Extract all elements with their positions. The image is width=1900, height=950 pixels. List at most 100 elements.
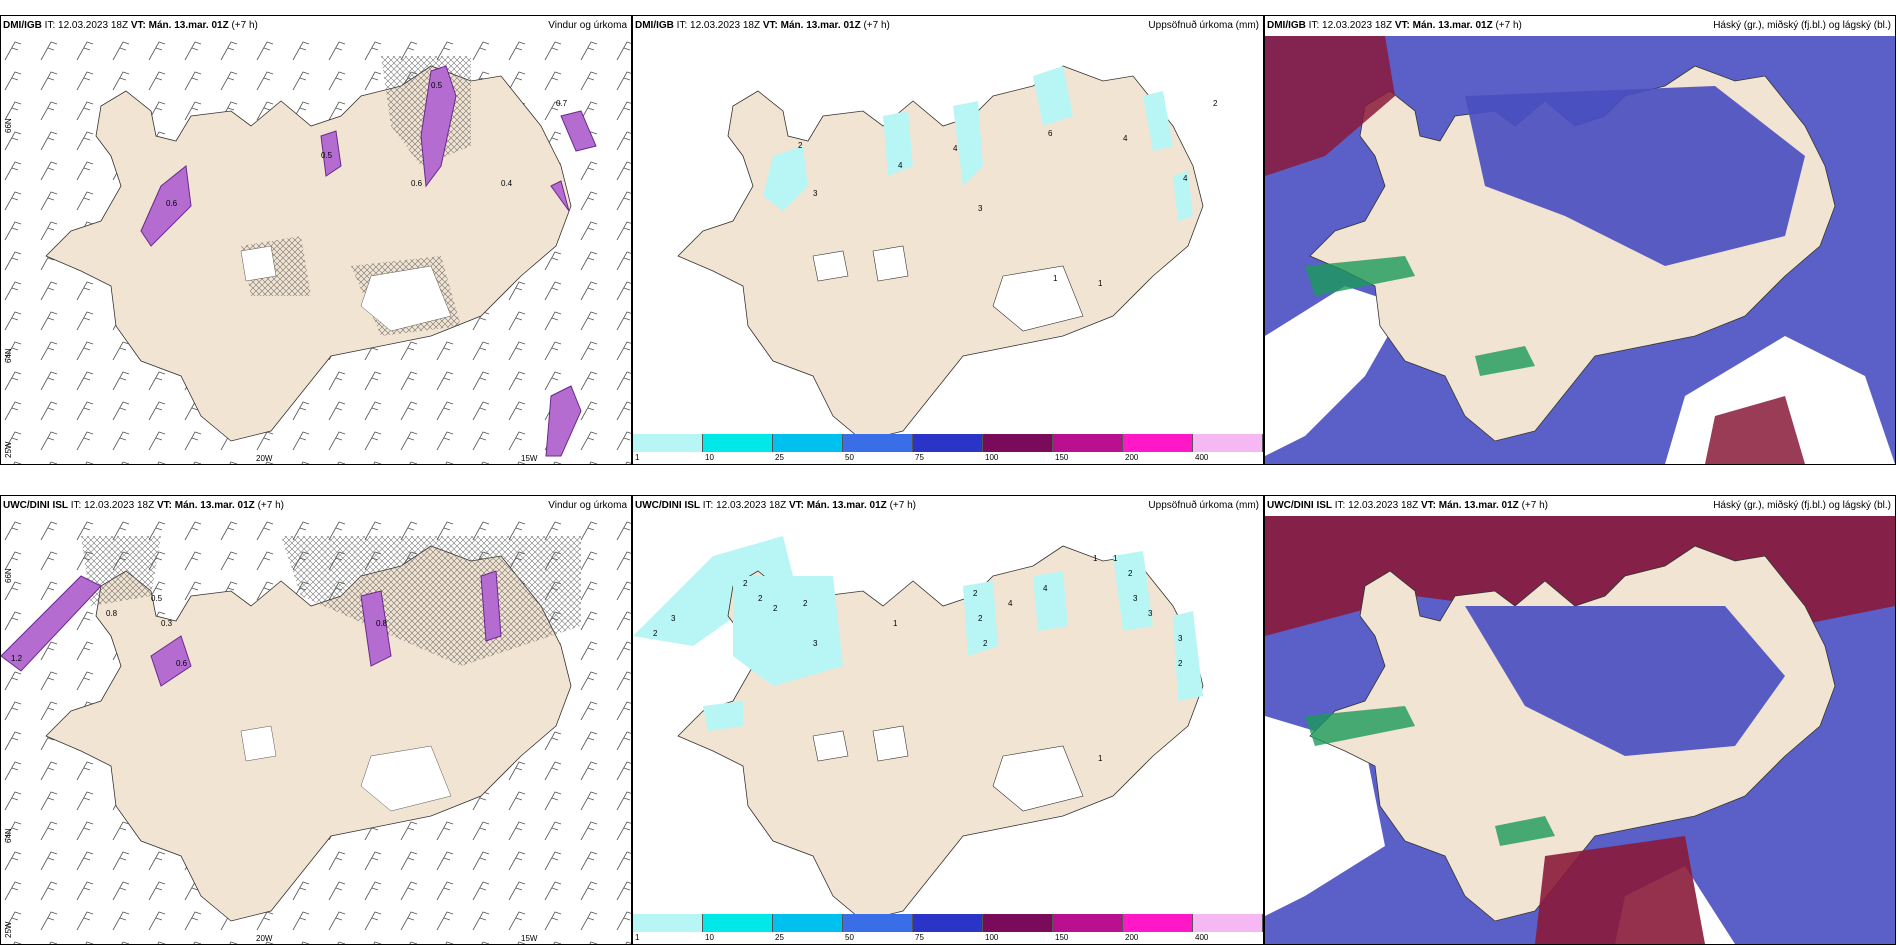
- colorbar-tick: 10: [705, 933, 714, 942]
- precip-label: 1: [893, 619, 898, 628]
- panel-header: UWC/DINI ISL IT: 12.03.2023 18Z VT: Mán.…: [1265, 496, 1895, 516]
- precip-label: 2: [803, 599, 808, 608]
- lat-label: 64N: [4, 828, 13, 843]
- wind-value: 0.8: [106, 609, 118, 618]
- valid-time: Mán. 13.mar. 01Z: [148, 20, 229, 31]
- precip-label: 3: [1148, 609, 1153, 618]
- colorbar-tick: 200: [1125, 453, 1139, 462]
- init-time: IT: 12.03.2023 18Z: [44, 20, 129, 31]
- lead-time: (+7 h): [889, 500, 916, 511]
- precip-label: 3: [1133, 594, 1138, 603]
- precip-label: 3: [813, 639, 818, 648]
- colorbar-swatch: [703, 914, 773, 932]
- high-cloud-south: [1535, 836, 1705, 944]
- glacier: [240, 245, 452, 332]
- iceland-land: [677, 65, 1204, 441]
- model-name: UWC/DINI ISL: [3, 500, 68, 511]
- panel-title: Vindur og úrkoma: [548, 20, 627, 31]
- lead-time: (+7 h): [257, 500, 284, 511]
- colorbar-swatch: [633, 434, 703, 452]
- colorbar-tick: 75: [915, 453, 924, 462]
- glacier: [240, 725, 452, 812]
- valid-time: Mán. 13.mar. 01Z: [780, 20, 861, 31]
- precip-colorbar: [633, 914, 1263, 932]
- precip-label: 2: [743, 579, 748, 588]
- colorbar-swatch: [913, 914, 983, 932]
- cloud-map: [1265, 516, 1895, 944]
- wind-value: 1.2: [11, 654, 23, 663]
- panel-dmi-precip: DMI/IGB IT: 12.03.2023 18Z VT: Mán. 13.m…: [632, 15, 1264, 465]
- valid-time: Mán. 13.mar. 01Z: [174, 500, 255, 511]
- colorbar-tick: 50: [845, 933, 854, 942]
- lead-time: (+7 h): [863, 20, 890, 31]
- precip-label: 2: [973, 589, 978, 598]
- precip-label: 3: [813, 189, 818, 198]
- lon-label: 20W: [256, 454, 273, 463]
- colorbar-tick: 10: [705, 453, 714, 462]
- init-time: IT: 12.03.2023 18Z: [1308, 20, 1393, 31]
- colorbar-tick: 1: [635, 453, 640, 462]
- lon-label: 15W: [521, 934, 538, 943]
- colorbar-swatch: [1193, 914, 1263, 932]
- high-cloud: [1265, 36, 1805, 464]
- colorbar-swatch: [633, 914, 703, 932]
- panel-title: Háský (gr.), miðský (fj.bl.) og lágský (…: [1713, 500, 1891, 511]
- colorbar-swatch: [843, 914, 913, 932]
- colorbar-swatch: [1193, 434, 1263, 452]
- model-name: UWC/DINI ISL: [1267, 500, 1332, 511]
- colorbar-swatch: [983, 914, 1053, 932]
- precip-label: 2: [983, 639, 988, 648]
- panel-title: Uppsöfnuð úrkoma (mm): [1148, 20, 1259, 31]
- wind-value: 0.6: [411, 179, 423, 188]
- colorbar-tick: 100: [985, 453, 999, 462]
- precip-label: 3: [1178, 634, 1183, 643]
- colorbar-swatch: [1053, 914, 1123, 932]
- init-time: IT: 12.03.2023 18Z: [702, 500, 787, 511]
- precip-label: 6: [1048, 129, 1053, 138]
- model-name: UWC/DINI ISL: [635, 500, 700, 511]
- precip-area: [763, 66, 1193, 221]
- wind-map: 0.5 0.3 0.8 1.2 0.6 0.8 66N 64N 25W 20W …: [1, 516, 631, 944]
- panel-header: UWC/DINI ISL IT: 12.03.2023 18Z VT: Mán.…: [633, 496, 1263, 516]
- panel-header: UWC/DINI ISL IT: 12.03.2023 18Z VT: Mán.…: [1, 496, 631, 516]
- precip-label: 4: [1123, 134, 1128, 143]
- colorbar-tick: 400: [1195, 933, 1209, 942]
- lat-label: 66N: [4, 568, 13, 583]
- precip-label: 4: [898, 161, 903, 170]
- colorbar-swatch: [773, 434, 843, 452]
- lat-label: 66N: [4, 118, 13, 133]
- cloud-map: [1265, 36, 1895, 464]
- lon-label: 25W: [4, 441, 13, 458]
- valid-time: Mán. 13.mar. 01Z: [1412, 20, 1493, 31]
- colorbar-swatch: [703, 434, 773, 452]
- precip-colorbar: [633, 434, 1263, 452]
- colorbar-swatch: [1123, 914, 1193, 932]
- glacier: [812, 245, 1084, 332]
- precip-label: 4: [1043, 584, 1048, 593]
- colorbar-tick: 75: [915, 933, 924, 942]
- colorbar-tick: 25: [775, 933, 784, 942]
- precip-label: 2: [1178, 659, 1183, 668]
- precip-hatch: [241, 56, 471, 336]
- valid-label: VT:: [788, 500, 804, 511]
- init-time: IT: 12.03.2023 18Z: [70, 500, 155, 511]
- precip-label: 3: [978, 204, 983, 213]
- colorbar-swatch: [913, 434, 983, 452]
- precip-label: 1: [1053, 274, 1058, 283]
- precip-band: [1, 570, 502, 687]
- sea-precip: [633, 536, 793, 646]
- colorbar-swatch: [773, 914, 843, 932]
- valid-label: VT:: [156, 500, 172, 511]
- colorbar-tick: 200: [1125, 933, 1139, 942]
- colorbar-tick: 150: [1055, 453, 1069, 462]
- precip-label: 2: [978, 614, 983, 623]
- precip-label: 2: [758, 594, 763, 603]
- valid-time: Mán. 13.mar. 01Z: [1438, 500, 1519, 511]
- wind-value: 0.5: [321, 151, 333, 160]
- wind-value: 0.4: [501, 179, 513, 188]
- model-name: DMI/IGB: [635, 20, 674, 31]
- panel-header: DMI/IGB IT: 12.03.2023 18Z VT: Mán. 13.m…: [633, 16, 1263, 36]
- glacier: [812, 725, 1084, 812]
- lon-label: 20W: [256, 934, 273, 943]
- precip-hatch: [81, 536, 581, 666]
